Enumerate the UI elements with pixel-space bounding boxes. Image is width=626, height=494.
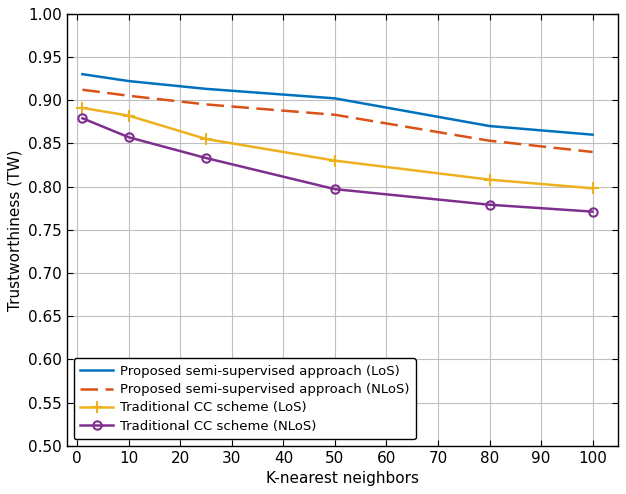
Traditional CC scheme (NLoS) [202, 155, 210, 161]
Line: Proposed semi-supervised approach (NLoS): Proposed semi-supervised approach (NLoS) [83, 90, 593, 152]
Proposed semi-supervised approach (LoS) [125, 78, 133, 84]
Traditional CC scheme (NLoS) [79, 115, 86, 121]
Traditional CC scheme (NLoS) [589, 208, 597, 214]
Proposed semi-supervised approach (LoS) [79, 71, 86, 77]
Traditional CC scheme (LoS) [331, 158, 339, 164]
Traditional CC scheme (NLoS) [486, 202, 493, 207]
Legend: Proposed semi-supervised approach (LoS), Proposed semi-supervised approach (NLoS: Proposed semi-supervised approach (LoS),… [73, 358, 416, 439]
Proposed semi-supervised approach (NLoS) [331, 112, 339, 118]
Proposed semi-supervised approach (LoS) [202, 86, 210, 92]
Proposed semi-supervised approach (LoS) [331, 95, 339, 101]
Proposed semi-supervised approach (LoS) [486, 123, 493, 129]
Traditional CC scheme (NLoS) [331, 186, 339, 192]
Proposed semi-supervised approach (NLoS) [589, 149, 597, 155]
Traditional CC scheme (LoS) [486, 177, 493, 183]
Traditional CC scheme (LoS) [202, 136, 210, 142]
X-axis label: K-nearest neighbors: K-nearest neighbors [266, 471, 419, 487]
Proposed semi-supervised approach (NLoS) [79, 87, 86, 93]
Proposed semi-supervised approach (NLoS) [125, 93, 133, 99]
Traditional CC scheme (LoS) [125, 113, 133, 119]
Line: Proposed semi-supervised approach (LoS): Proposed semi-supervised approach (LoS) [83, 74, 593, 135]
Traditional CC scheme (NLoS) [125, 134, 133, 140]
Traditional CC scheme (LoS) [79, 105, 86, 111]
Line: Traditional CC scheme (NLoS): Traditional CC scheme (NLoS) [78, 114, 597, 216]
Proposed semi-supervised approach (NLoS) [202, 101, 210, 107]
Line: Traditional CC scheme (LoS): Traditional CC scheme (LoS) [76, 102, 599, 195]
Proposed semi-supervised approach (LoS) [589, 132, 597, 138]
Proposed semi-supervised approach (NLoS) [486, 138, 493, 144]
Y-axis label: Trustworthiness (TW): Trustworthiness (TW) [8, 149, 23, 311]
Traditional CC scheme (LoS) [589, 185, 597, 191]
